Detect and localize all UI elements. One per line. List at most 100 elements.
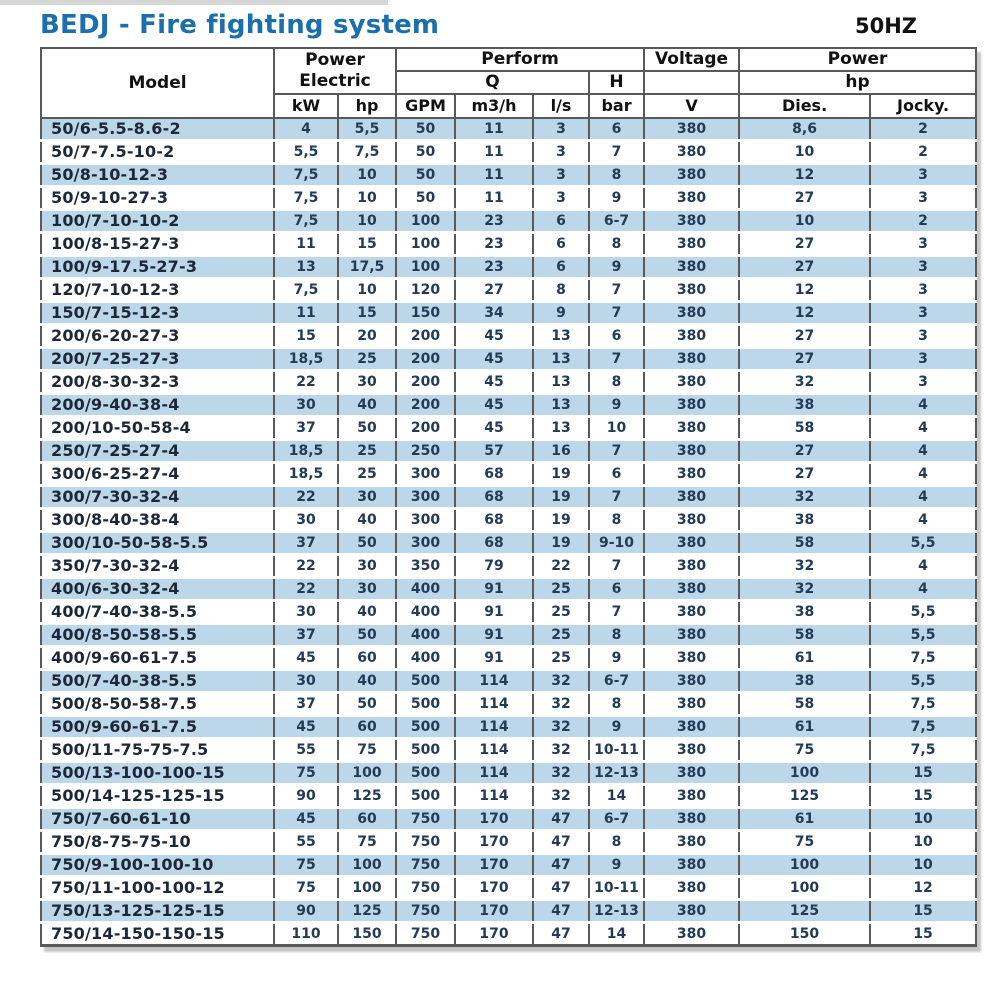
voltage-empty-cell [643, 70, 741, 95]
value-cell: 75 [273, 876, 339, 901]
value-cell: 9 [587, 853, 646, 878]
table-row: 400/7-40-38-5.5 30 40 400 91 25 7 380 38 5,5 [40, 600, 978, 625]
value-cell: 9 [587, 255, 646, 280]
value-cell: 47 [532, 876, 590, 901]
value-cell: 50 [395, 140, 456, 165]
value-cell: 68 [454, 462, 534, 487]
value-cell: 11 [454, 140, 534, 165]
table-row: 50/6-5.5-8.6-2 4 5,5 50 11 3 6 380 8,6 2 [40, 118, 978, 142]
value-cell: 114 [454, 738, 534, 763]
value-cell: 45 [454, 393, 534, 418]
value-cell: 500 [395, 669, 456, 694]
value-cell: 7,5 [273, 209, 339, 234]
value-cell: 150 [337, 922, 397, 947]
value-cell: 100 [337, 853, 397, 878]
value-cell: 100 [738, 853, 872, 878]
value-cell: 200 [395, 393, 456, 418]
value-cell: 40 [337, 393, 397, 418]
value-cell: 45 [273, 715, 339, 740]
table-row: 50/7-7.5-10-2 5,5 7,5 50 11 3 7 380 10 2 [40, 140, 978, 165]
value-cell: 380 [643, 140, 741, 165]
value-cell: 25 [532, 623, 590, 648]
value-cell: 79 [454, 554, 534, 579]
value-cell: 3 [869, 301, 978, 326]
value-cell: 22 [273, 554, 339, 579]
value-cell: 91 [454, 600, 534, 625]
value-cell: 400 [395, 600, 456, 625]
value-cell: 2 [869, 118, 978, 142]
value-cell: 3 [532, 118, 590, 142]
value-cell: 45 [454, 324, 534, 349]
value-cell: 19 [532, 508, 590, 533]
value-cell: 13 [532, 324, 590, 349]
value-cell: 4 [869, 577, 978, 602]
value-cell: 25 [532, 600, 590, 625]
value-cell: 50 [395, 163, 456, 188]
model-cell: 200/9-40-38-4 [40, 393, 275, 418]
model-cell: 500/8-50-58-7.5 [40, 692, 275, 717]
value-cell: 61 [738, 807, 872, 832]
col-header-perform: Perform [394, 47, 646, 72]
value-cell: 17,5 [337, 255, 397, 280]
value-cell: 125 [738, 784, 872, 809]
table-row: 200/6-20-27-3 15 20 200 45 13 6 380 27 3 [40, 324, 978, 349]
value-cell: 4 [869, 554, 978, 579]
value-cell: 100 [395, 255, 456, 280]
model-cell: 400/6-30-32-4 [40, 577, 275, 602]
value-cell: 170 [454, 876, 534, 901]
value-cell: 10 [337, 209, 397, 234]
table-row: 50/8-10-12-3 7,5 10 50 11 3 8 380 12 3 [40, 163, 978, 188]
value-cell: 380 [643, 531, 741, 556]
value-cell: 8 [587, 232, 646, 257]
value-cell: 6-7 [587, 669, 646, 694]
value-cell: 4 [869, 462, 978, 487]
model-cell: 500/7-40-38-5.5 [40, 669, 275, 694]
unit-hp: hp [337, 93, 397, 119]
value-cell: 750 [395, 922, 456, 947]
value-cell: 15 [869, 761, 978, 786]
value-cell: 90 [273, 784, 339, 809]
value-cell: 12-13 [587, 761, 646, 786]
value-cell: 100 [337, 876, 397, 901]
value-cell: 170 [454, 922, 534, 947]
value-cell: 380 [643, 738, 741, 763]
unit-bar: bar [587, 93, 646, 119]
value-cell: 380 [643, 416, 741, 441]
value-cell: 7,5 [869, 692, 978, 717]
value-cell: 37 [273, 531, 339, 556]
value-cell: 200 [395, 416, 456, 441]
value-cell: 32 [532, 669, 590, 694]
value-cell: 47 [532, 830, 590, 855]
value-cell: 380 [643, 186, 741, 211]
value-cell: 380 [643, 692, 741, 717]
value-cell: 32 [738, 370, 872, 395]
unit-ls: l/s [532, 93, 590, 119]
value-cell: 8 [532, 278, 590, 303]
table-row: 750/14-150-150-15 110 150 750 170 47 14 380 150 1… [40, 922, 978, 947]
value-cell: 19 [532, 531, 590, 556]
value-cell: 380 [643, 577, 741, 602]
value-cell: 12-13 [587, 899, 646, 924]
value-cell: 45 [454, 416, 534, 441]
value-cell: 23 [454, 232, 534, 257]
value-cell: 30 [273, 393, 339, 418]
value-cell: 38 [738, 393, 872, 418]
value-cell: 25 [532, 646, 590, 671]
col-header-model: Model [40, 47, 275, 119]
value-cell: 114 [454, 761, 534, 786]
table-row: 500/14-125-125-15 90 125 500 114 32 14 380 125 15 [40, 784, 978, 809]
value-cell: 380 [643, 922, 741, 947]
value-cell: 27 [738, 462, 872, 487]
value-cell: 45 [454, 370, 534, 395]
frequency-label: 50HZ [854, 14, 917, 38]
value-cell: 40 [337, 669, 397, 694]
value-cell: 7,5 [337, 140, 397, 165]
value-cell: 32 [532, 784, 590, 809]
value-cell: 91 [454, 577, 534, 602]
header-row-units: kW hp GPM m3/h l/s bar V Dies. Jocky. [41, 93, 978, 119]
value-cell: 150 [738, 922, 872, 947]
value-cell: 14 [587, 784, 646, 809]
value-cell: 30 [337, 485, 397, 510]
value-cell: 32 [532, 761, 590, 786]
model-cell: 50/6-5.5-8.6-2 [40, 118, 275, 142]
